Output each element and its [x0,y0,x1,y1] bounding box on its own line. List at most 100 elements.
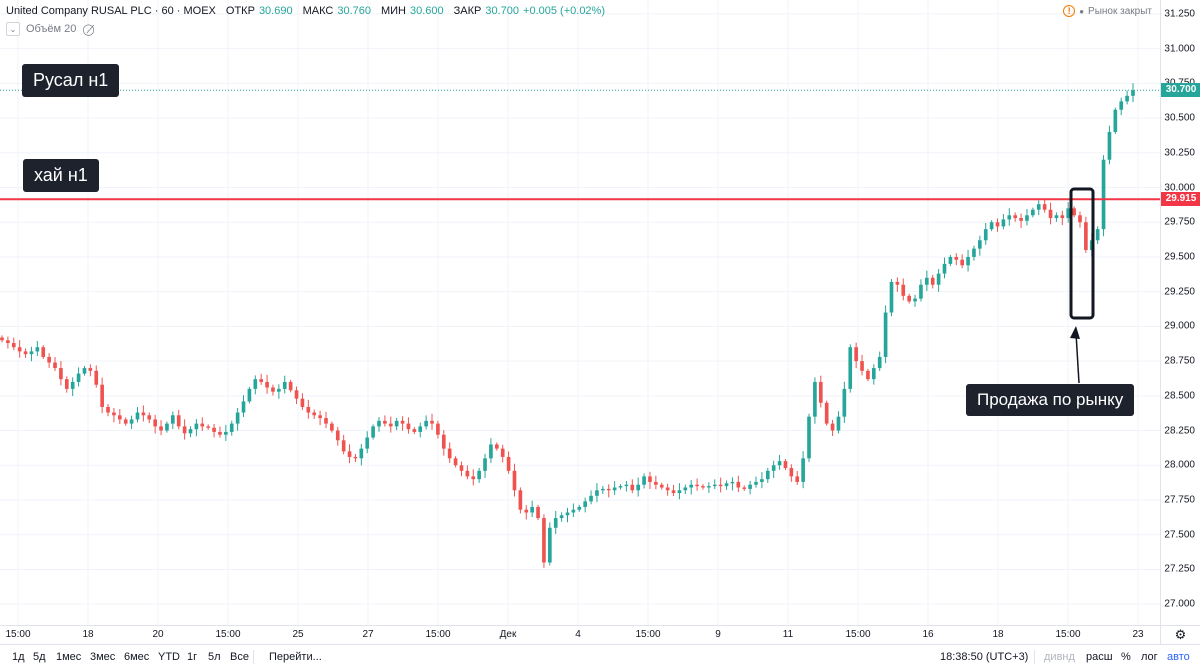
candle-body [112,412,116,416]
candle-body [88,368,93,371]
candle-body [571,509,576,513]
open-value: 30.690 [258,5,293,17]
candle-body [895,281,900,285]
price-tick: 27.500 [1164,529,1195,541]
candle-body [966,256,970,266]
candle-body [159,426,163,431]
candle-body [754,481,758,485]
price-axis[interactable]: 31.25031.00030.75030.50030.25030.00029.7… [1160,0,1200,625]
time-tick: 15:00 [1055,629,1081,640]
range-button[interactable]: 1мес [56,651,82,663]
candle-body [1113,109,1118,132]
candle-body [447,448,452,459]
range-button[interactable]: 3мес [90,651,116,663]
rusal-label[interactable]: Русал н1 [22,64,120,97]
time-axis[interactable]: 15:00 18 20 15:00 25 27 15:00 Дек 4 15:00 9 11 15:00… [0,625,1160,644]
candle-body [595,490,599,496]
candle-body [748,484,752,489]
candle-body [265,381,269,388]
time-tick: 25 [292,629,304,640]
eye-hidden-icon[interactable]: ◯̸ [82,23,95,36]
candle-body [135,412,140,420]
candle-body [1131,90,1135,96]
candle-body [47,356,51,363]
percent-toggle[interactable]: % [1121,651,1131,663]
candle-body [371,426,375,438]
highlight-box [1069,187,1095,320]
candle-body [589,495,593,502]
candle-body [866,370,870,380]
candle-body [1084,222,1088,250]
candle-body [978,240,982,249]
candle-body [176,415,181,427]
gear-icon[interactable]: ⚙ [1160,625,1200,644]
market-status[interactable]: ! ● Рынок закрыт [1063,5,1152,17]
high-line-label[interactable]: хай н1 [23,159,99,192]
candle-body [100,384,104,407]
volume-label[interactable]: Объём 20 [26,23,77,35]
log-toggle[interactable]: лог [1141,651,1158,663]
candle-body [648,476,652,482]
range-button[interactable]: 5д [33,651,46,663]
symbol-title[interactable]: United Company RUSAL PLC · 60 · MOEX [6,5,216,17]
candle-body [29,351,34,355]
price-tick: 30.000 [1164,182,1195,193]
goto-button[interactable]: Перейти... [269,651,322,663]
candle-body [942,263,947,274]
candle-body [247,388,252,402]
candle-body [807,416,811,459]
range-button[interactable]: 5л [208,651,221,663]
auto-scale-toggle[interactable]: авто [1167,651,1190,663]
candle-body [1072,208,1076,216]
candle-body [630,484,635,491]
range-button[interactable]: 1д [12,651,25,663]
price-tick: 30.500 [1164,112,1195,124]
candle-body [871,368,876,380]
range-button[interactable]: YTD [158,651,180,663]
open-label: ОТКР [225,5,255,17]
candle-body [1125,95,1129,102]
candle-body [818,381,823,403]
time-tick: 20 [152,629,164,640]
candle-body [877,356,882,369]
candle-body [477,470,481,480]
sell-at-market-label[interactable]: Продажа по рынку [966,384,1135,416]
price-tick: 31.000 [1164,43,1195,55]
range-button[interactable]: 1г [187,651,198,663]
extended-hours-toggle[interactable]: расш [1086,651,1113,663]
range-button[interactable]: 6мес [124,651,150,663]
candle-body [542,518,546,563]
chevron-down-icon[interactable]: ⌄ [6,22,20,36]
candle-body [253,379,258,389]
candle-body [1119,101,1124,110]
candle-body [212,427,216,432]
candle-body [300,398,305,407]
candle-body [707,486,711,488]
candle-body [453,458,458,466]
volume-legend: ⌄ Объём 20 ◯̸ [6,22,95,36]
candle-body [394,420,399,427]
candle-body [1048,209,1053,219]
last-price-badge: 30.700 [1161,83,1200,98]
candle-body [182,426,187,434]
candle-body [306,406,311,413]
candle-body [365,437,370,449]
chart-pane[interactable]: United Company RUSAL PLC · 60 · MOEX ОТК… [0,0,1160,625]
low-value: 30.600 [410,5,444,17]
candle-body [972,248,976,257]
candle-body [842,388,847,417]
candle-body [954,256,959,260]
candle-body [330,423,334,431]
candle-body [559,515,564,519]
time-tick: 18 [82,629,94,640]
candle-body [35,347,40,352]
dividends-toggle[interactable]: дивнд [1044,651,1075,663]
candle-body [1007,215,1012,220]
clock-display[interactable]: 18:38:50 (UTC+3) [940,651,1029,663]
dot-icon: ● [1079,6,1085,16]
high-value: 30.760 [337,5,371,17]
candle-body [471,476,476,480]
range-button[interactable]: Все [230,651,249,663]
candle-body [82,368,87,374]
candle-body [312,412,317,416]
